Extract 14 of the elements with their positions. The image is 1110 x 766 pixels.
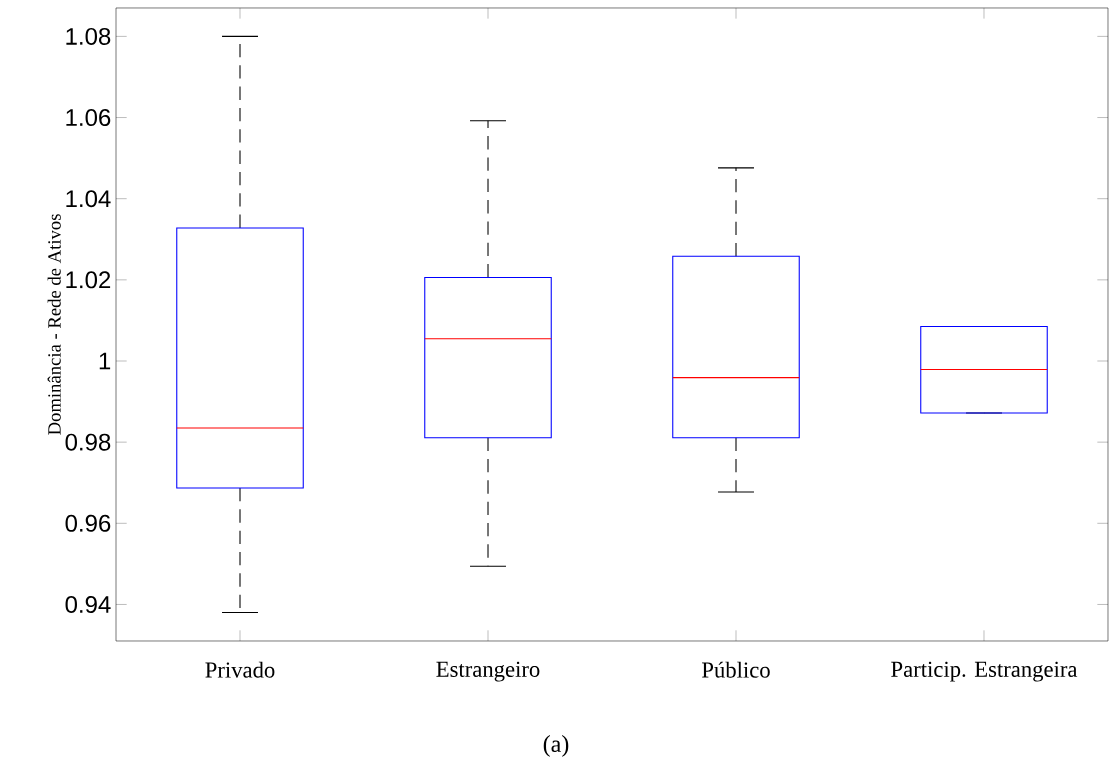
x-tick-label: Particip. Estrangeira bbox=[891, 661, 1078, 682]
y-tick-label: 1.04 bbox=[66, 190, 111, 208]
x-tick-label: Privado bbox=[205, 661, 275, 678]
y-tick-label: 1.08 bbox=[66, 27, 111, 45]
y-tick-label: 0.96 bbox=[65, 514, 111, 532]
x-tick-label: Estrangeiro bbox=[436, 661, 540, 682]
text: (a) bbox=[543, 735, 569, 757]
y-tick-label: 1.06 bbox=[66, 109, 111, 127]
y-tick-label: 0.94 bbox=[65, 595, 111, 613]
y-tick-label: 1 bbox=[99, 352, 111, 370]
y-axis-title: Dominância - Rede de Ativos bbox=[47, 214, 61, 435]
y-tick-label: 1.02 bbox=[66, 271, 111, 289]
y-tick-label: 0.98 bbox=[65, 433, 111, 451]
x-tick-label: Público bbox=[702, 661, 770, 678]
